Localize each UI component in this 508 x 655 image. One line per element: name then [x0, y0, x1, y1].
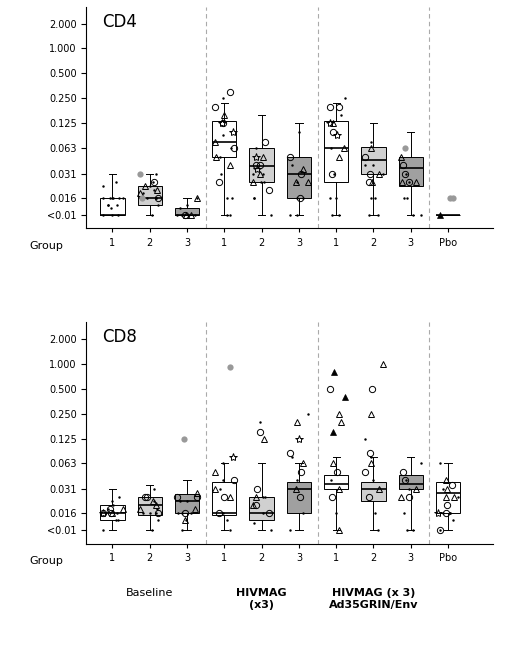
Text: CD4: CD4 [103, 13, 138, 31]
Bar [138, 496, 162, 515]
Bar [138, 186, 162, 205]
Text: Group: Group [29, 240, 64, 251]
Bar [287, 481, 311, 513]
Bar [399, 157, 423, 186]
Bar [399, 476, 423, 489]
Bar [175, 208, 199, 215]
Bar [212, 481, 236, 515]
Text: HIVMAG
(x3): HIVMAG (x3) [236, 588, 287, 610]
Bar [101, 505, 124, 520]
Bar [249, 496, 274, 520]
Text: Baseline: Baseline [126, 588, 173, 598]
Bar [436, 481, 460, 513]
Bar [101, 198, 124, 215]
Bar [324, 476, 348, 489]
Text: Group: Group [29, 556, 64, 566]
Bar [361, 147, 386, 174]
Text: CD8: CD8 [103, 328, 138, 346]
Bar [175, 494, 199, 513]
Bar [324, 121, 348, 181]
Bar [212, 121, 236, 157]
Bar [287, 157, 311, 198]
Text: HIVMAG (x 3)
Ad35GRIN/Env: HIVMAG (x 3) Ad35GRIN/Env [329, 588, 418, 610]
Bar [249, 148, 274, 181]
Bar [361, 481, 386, 501]
